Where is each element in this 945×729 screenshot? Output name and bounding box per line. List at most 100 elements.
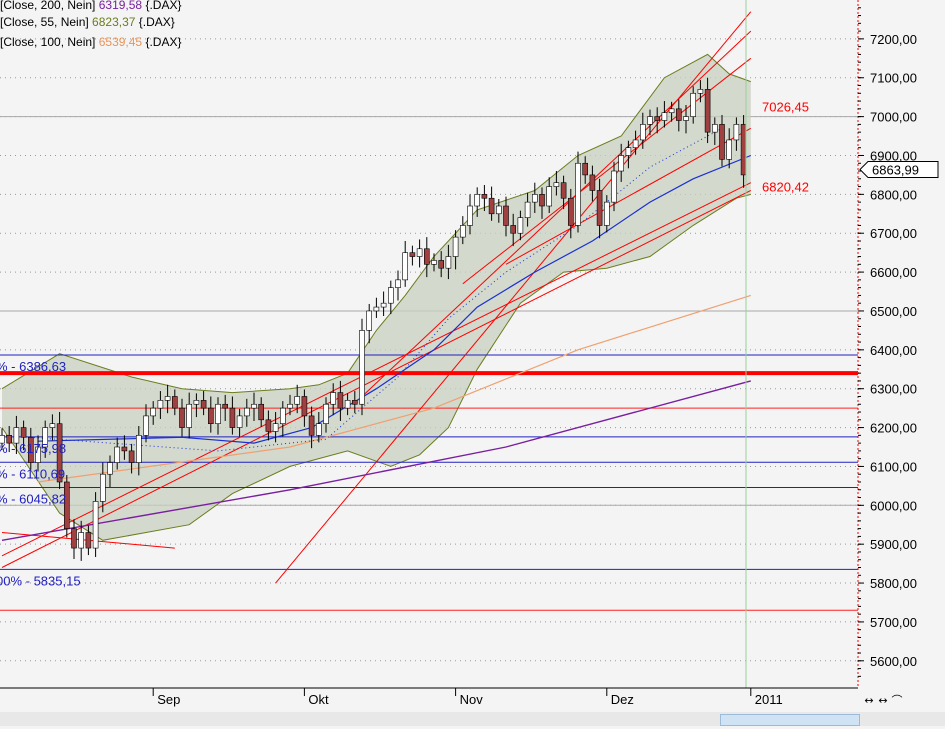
candle-body — [711, 124, 718, 133]
candle-body — [639, 124, 646, 141]
candle-body — [265, 419, 272, 432]
candle-body — [675, 108, 682, 121]
candle-body — [474, 194, 481, 207]
current-price-label: 6863,99 — [872, 162, 919, 177]
bollinger-upper — [1, 53, 751, 394]
trend-line — [462, 57, 752, 285]
candle-body — [78, 532, 84, 549]
trend-line — [1, 182, 752, 557]
candle-body — [6, 435, 12, 444]
fib-label: 00% - 5835,15 — [0, 573, 81, 588]
candle-body — [625, 147, 632, 156]
x-tick-label: Nov — [460, 692, 484, 707]
fib-label: % - 6110,69 — [0, 466, 65, 481]
bottom-toolbar — [0, 712, 945, 726]
candle-body — [611, 170, 617, 203]
candle-body — [402, 252, 409, 281]
legend-ma55: [Close, 55, Nein] 6823,37 {.DAX} — [0, 15, 175, 29]
candle-body — [582, 162, 589, 176]
legend-ma100-value: 6539,45 — [98, 35, 143, 49]
y-tick-label: 6700,00 — [870, 226, 917, 241]
candle-body — [308, 415, 315, 436]
chart-style-icon[interactable]: ⌒ — [891, 694, 903, 707]
horizontal-scroll-thumb[interactable] — [720, 714, 860, 726]
fib-label: % - 6045,82 — [0, 492, 66, 507]
y-tick-label: 7000,00 — [870, 110, 917, 125]
y-tick-label: 5800,00 — [870, 576, 917, 591]
candle-body — [164, 396, 171, 401]
candle-body — [49, 423, 56, 428]
scroll-left-icon[interactable]: ↔ — [864, 694, 874, 707]
candle-body — [553, 182, 560, 187]
candle-body — [661, 112, 668, 121]
legend-ma100: [Close, 100, Nein] 6539,45 {.DAX} — [0, 35, 181, 49]
candle-body — [272, 423, 279, 432]
axis-background — [858, 0, 945, 688]
candle-body — [589, 174, 596, 191]
zoom-icon[interactable]: ↔ — [878, 694, 888, 707]
trend-line — [505, 127, 752, 265]
y-tick-label: 5700,00 — [870, 615, 917, 630]
y-tick-label: 6900,00 — [870, 148, 917, 163]
channel-upper-label: 7026,45 — [762, 99, 809, 114]
candle-body — [121, 446, 128, 452]
candle-body — [481, 194, 488, 199]
candle-body — [107, 462, 113, 475]
candle-body — [733, 124, 740, 141]
bollinger-lower — [1, 193, 751, 541]
candle-body — [359, 330, 365, 405]
candle-body — [128, 450, 135, 463]
candle-body — [222, 403, 228, 409]
candle-body — [380, 302, 387, 308]
candle-body — [215, 403, 221, 424]
y-tick-label: 6300,00 — [870, 382, 917, 397]
x-tick-label: Sep — [157, 692, 180, 707]
candle-body — [27, 436, 34, 463]
candle-body — [114, 446, 120, 463]
y-tick-label: 7200,00 — [870, 32, 917, 47]
ma200-line — [1, 380, 751, 541]
candle-body — [740, 124, 747, 176]
candle-body — [690, 92, 697, 117]
candle-body — [409, 252, 416, 257]
candle-body — [423, 248, 430, 265]
y-tick-label: 6800,00 — [870, 187, 917, 202]
candle-body — [344, 400, 351, 409]
candle-body — [0, 435, 5, 444]
candle-body — [150, 407, 156, 417]
trend-line — [361, 30, 752, 397]
candle-body — [258, 403, 265, 421]
candle-body — [531, 194, 538, 203]
candle-body — [229, 407, 236, 428]
candle-body — [244, 407, 250, 417]
candle-body — [395, 279, 401, 288]
bollinger-middle — [1, 127, 723, 452]
candle-body — [373, 306, 380, 312]
legend-ma200-suffix: {.DAX} — [142, 0, 182, 12]
candle-body — [42, 427, 49, 448]
candle-body — [287, 403, 293, 409]
candle-body — [567, 197, 574, 226]
candle-body — [136, 435, 142, 463]
candle-body — [323, 403, 329, 424]
candle-body — [251, 403, 257, 409]
candle-body — [603, 201, 610, 226]
ma55-line — [37, 154, 752, 444]
candle-body — [438, 260, 445, 269]
candle-body — [524, 201, 531, 218]
candle-body — [193, 400, 200, 405]
candle-body — [503, 205, 509, 226]
legend-ma100-prefix: [Close, 100, Nein] — [0, 35, 99, 49]
y-tick-label: 6600,00 — [870, 265, 917, 280]
candle-body — [668, 108, 675, 114]
current-price-tag — [859, 160, 939, 178]
candle-body — [495, 205, 502, 215]
candle-body — [726, 139, 733, 160]
candle-body — [560, 182, 567, 199]
candle-body — [13, 427, 20, 444]
candle-body — [279, 407, 286, 424]
candle-body — [200, 400, 207, 409]
candle-body — [618, 155, 625, 172]
